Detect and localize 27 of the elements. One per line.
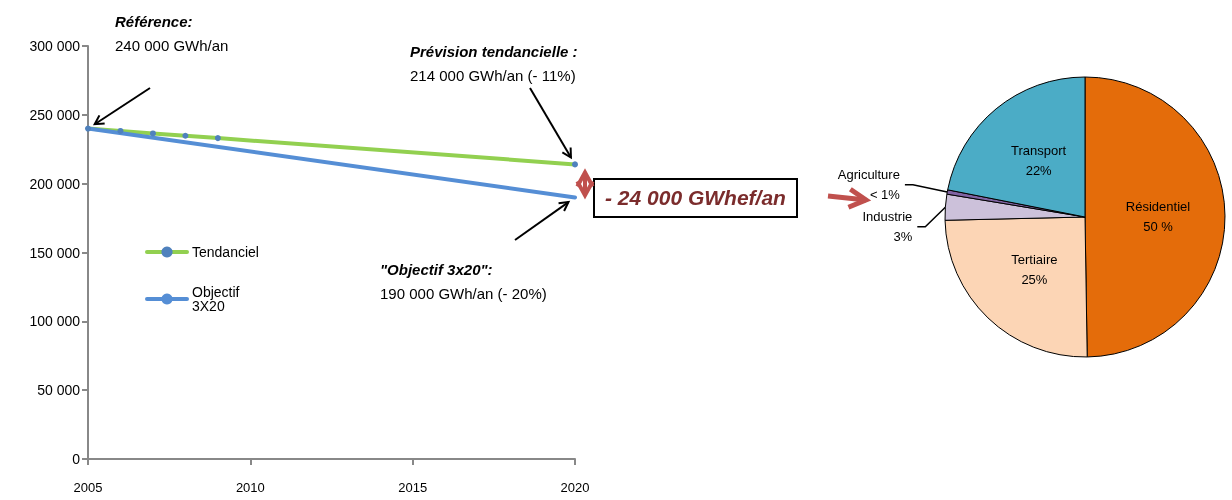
text: - 24 000 GWhef/an bbox=[593, 178, 798, 218]
x-tick-label: 2020 bbox=[560, 480, 590, 495]
data-label: 3% bbox=[893, 229, 913, 245]
y-tick-label: 0 bbox=[72, 451, 81, 467]
data-label: 25% bbox=[1021, 272, 1048, 288]
data-label: < 1% bbox=[869, 187, 901, 203]
y-tick-label: 50 000 bbox=[37, 382, 81, 399]
y-tick-label: 250 000 bbox=[29, 106, 81, 123]
y-tick-label: 200 000 bbox=[29, 175, 81, 192]
data-label: 22% bbox=[1025, 163, 1053, 179]
annotation: Référence: 240 000 GWh/an bbox=[115, 12, 229, 56]
annotation: "Objectif 3x20": 190 000 GWh/an (- 20%) bbox=[380, 260, 547, 304]
slice-label: Résidentiel bbox=[1125, 198, 1191, 214]
legend-label: Objectif 3X20 bbox=[192, 284, 244, 314]
y-tick-label: 150 000 bbox=[29, 244, 81, 261]
slice-label: Tertiaire bbox=[1011, 252, 1058, 268]
data-label: 50 % bbox=[1143, 218, 1174, 234]
y-tick-label: 300 000 bbox=[29, 38, 81, 54]
slice-label: Industrie bbox=[862, 209, 913, 225]
slice-label: Transport bbox=[1011, 143, 1067, 159]
x-tick-label: 2005 bbox=[73, 480, 103, 495]
y-tick-label: 100 000 bbox=[29, 313, 81, 330]
x-tick-label: 2010 bbox=[235, 480, 265, 495]
x-tick-label: 2015 bbox=[398, 480, 428, 495]
legend-label: Tendanciel bbox=[192, 244, 259, 260]
slice-label: Agriculture bbox=[837, 167, 900, 183]
annotation: Prévision tendancielle : 214 000 GWh/an (- 11%) bbox=[410, 42, 578, 86]
